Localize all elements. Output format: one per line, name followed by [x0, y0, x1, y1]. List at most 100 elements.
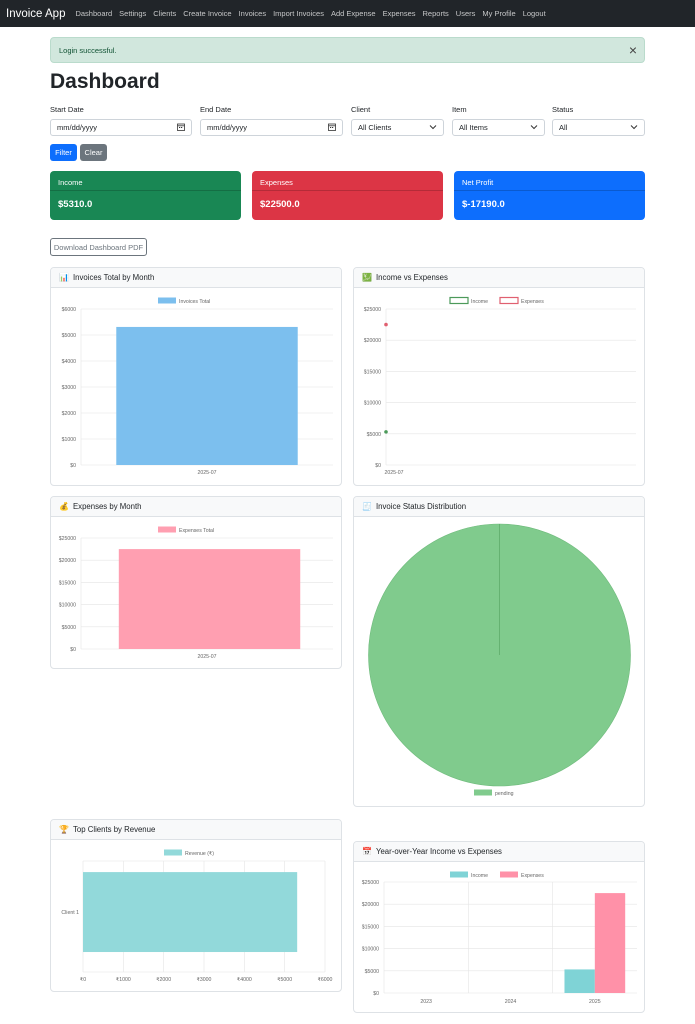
chevron-down-icon — [630, 125, 638, 130]
nav-clients[interactable]: Clients — [153, 9, 177, 18]
chart-increasing-icon: 💹 — [362, 273, 372, 282]
end-date-placeholder: mm/dd/yyyy — [207, 123, 248, 132]
legend-swatch — [158, 297, 176, 304]
nav-invoices[interactable]: Invoices — [238, 9, 267, 18]
bar — [83, 872, 298, 953]
y-tick-label: $10000 — [362, 947, 379, 953]
navbar-brand[interactable]: Invoice App — [6, 7, 66, 20]
card-title: Invoices Total by Month — [72, 273, 155, 282]
y-tick-label: $4000 — [62, 359, 77, 365]
income-card: Income $5310.0 — [50, 171, 241, 220]
card-title: Top Clients by Revenue — [72, 825, 156, 834]
clear-button[interactable]: Clear — [80, 144, 107, 161]
y-tick-label: $10000 — [59, 603, 76, 609]
calendar-icon[interactable] — [328, 123, 336, 131]
divider — [454, 190, 645, 191]
nav-reports[interactable]: Reports — [422, 9, 449, 18]
money-bag-icon: 💰 — [59, 502, 69, 511]
y-tick-label: $0 — [70, 647, 76, 653]
nav-expenses[interactable]: Expenses — [382, 9, 416, 18]
x-tick-label: 2025 — [589, 999, 601, 1005]
card-header: 💹 Income vs Expenses — [354, 268, 644, 288]
bar-chart-icon: 📊 — [59, 273, 69, 282]
bar — [116, 326, 298, 465]
status-select[interactable]: All — [552, 119, 645, 136]
y-tick-label: $10000 — [364, 401, 381, 407]
item-select[interactable]: All Items — [452, 119, 545, 136]
bar — [564, 969, 595, 993]
invoices-month-chart: Invoices Total $0 $1000 $2000 $3000 $4000 $500… — [62, 297, 333, 476]
income-label: Income — [58, 178, 83, 187]
income-expenses-card: 💹 Income vs Expenses Income Expenses $0 $50… — [353, 267, 645, 486]
y-tick-label: $6000 — [62, 307, 77, 313]
legend-swatch — [449, 296, 469, 305]
x-tick-label: ₹3000 — [197, 977, 212, 983]
legend-label: Income — [471, 873, 488, 879]
nav-settings[interactable]: Settings — [119, 9, 147, 18]
start-date-input[interactable]: mm/dd/yyyy — [50, 119, 192, 136]
x-tick-label: ₹0 — [80, 977, 86, 983]
end-date-label: End Date — [200, 105, 232, 114]
legend-label: Expenses — [521, 299, 544, 305]
calendar-icon: 📅 — [362, 847, 372, 856]
card-header: 🧾 Invoice Status Distribution — [354, 497, 644, 517]
card-header: 💰 Expenses by Month — [51, 497, 341, 517]
trophy-icon: 🏆 — [59, 825, 69, 834]
page-title: Dashboard — [50, 70, 160, 93]
nav-import-invoices[interactable]: Import Invoices — [273, 9, 324, 18]
legend-swatch — [474, 789, 492, 796]
invoices-month-card: 📊 Invoices Total by Month Invoices Total… — [50, 267, 342, 486]
yoy-card: 📅 Year-over-Year Income vs Expenses Inco… — [353, 841, 645, 1013]
legend-swatch — [499, 296, 519, 305]
calendar-icon[interactable] — [177, 123, 185, 131]
y-tick-label: $25000 — [364, 307, 381, 313]
filter-button[interactable]: Filter — [50, 144, 77, 161]
x-tick-label: ₹4000 — [237, 977, 252, 983]
download-pdf-button[interactable]: Download Dashboard PDF — [50, 238, 147, 256]
navbar: Invoice App Dashboard Settings Clients C… — [0, 0, 695, 27]
chevron-down-icon — [530, 125, 538, 130]
nav-create-invoice[interactable]: Create Invoice — [183, 9, 232, 18]
card-title: Year-over-Year Income vs Expenses — [375, 847, 502, 856]
expenses-month-card: 💰 Expenses by Month Expenses Total $0 $500… — [50, 496, 342, 669]
net-profit-card: Net Profit $-17190.0 — [454, 171, 645, 220]
x-tick-label: 2023 — [420, 999, 432, 1005]
y-tick-label: $0 — [373, 991, 379, 997]
start-date-label: Start Date — [50, 105, 84, 114]
y-tick-label: $2000 — [62, 411, 77, 417]
success-alert: Login successful. × — [50, 37, 645, 63]
y-tick-label: $25000 — [362, 880, 379, 886]
income-expenses-chart: Income Expenses $0 $5000 $10000 $15000 $20000 $… — [364, 296, 636, 476]
y-tick-label: $15000 — [362, 924, 379, 930]
status-select-value: All — [559, 123, 568, 132]
x-tick-label: ₹5000 — [277, 977, 292, 983]
y-tick-label: $15000 — [364, 369, 381, 375]
nav-add-expense[interactable]: Add Expense — [330, 9, 376, 18]
y-tick-label: $15000 — [59, 580, 76, 586]
nav-dashboard[interactable]: Dashboard — [75, 9, 113, 18]
y-tick-label: $5000 — [367, 432, 382, 438]
y-tick-label: $20000 — [362, 902, 379, 908]
nav-my-profile[interactable]: My Profile — [482, 9, 516, 18]
y-tick-label: $1000 — [62, 437, 77, 443]
y-tick-label: $20000 — [59, 558, 76, 564]
nav-logout[interactable]: Logout — [522, 9, 546, 18]
net-profit-label: Net Profit — [462, 178, 494, 187]
divider — [252, 190, 443, 191]
nav-users[interactable]: Users — [455, 9, 476, 18]
status-label: Status — [552, 105, 574, 114]
x-tick-label: ₹6000 — [318, 977, 333, 983]
close-icon[interactable]: × — [628, 42, 637, 58]
legend-label: Revenue (₹) — [185, 851, 214, 857]
x-tick-label: 2024 — [505, 999, 517, 1005]
client-select[interactable]: All Clients — [351, 119, 444, 136]
net-profit-value: $-17190.0 — [462, 199, 505, 210]
legend-label: Invoices Total — [179, 299, 210, 305]
expenses-label: Expenses — [260, 178, 293, 187]
y-tick-label: $3000 — [62, 385, 77, 391]
legend-label: Income — [471, 299, 488, 305]
client-select-value: All Clients — [358, 123, 392, 132]
legend-swatch — [450, 871, 468, 878]
end-date-input[interactable]: mm/dd/yyyy — [200, 119, 343, 136]
y-tick-label: $0 — [70, 463, 76, 469]
